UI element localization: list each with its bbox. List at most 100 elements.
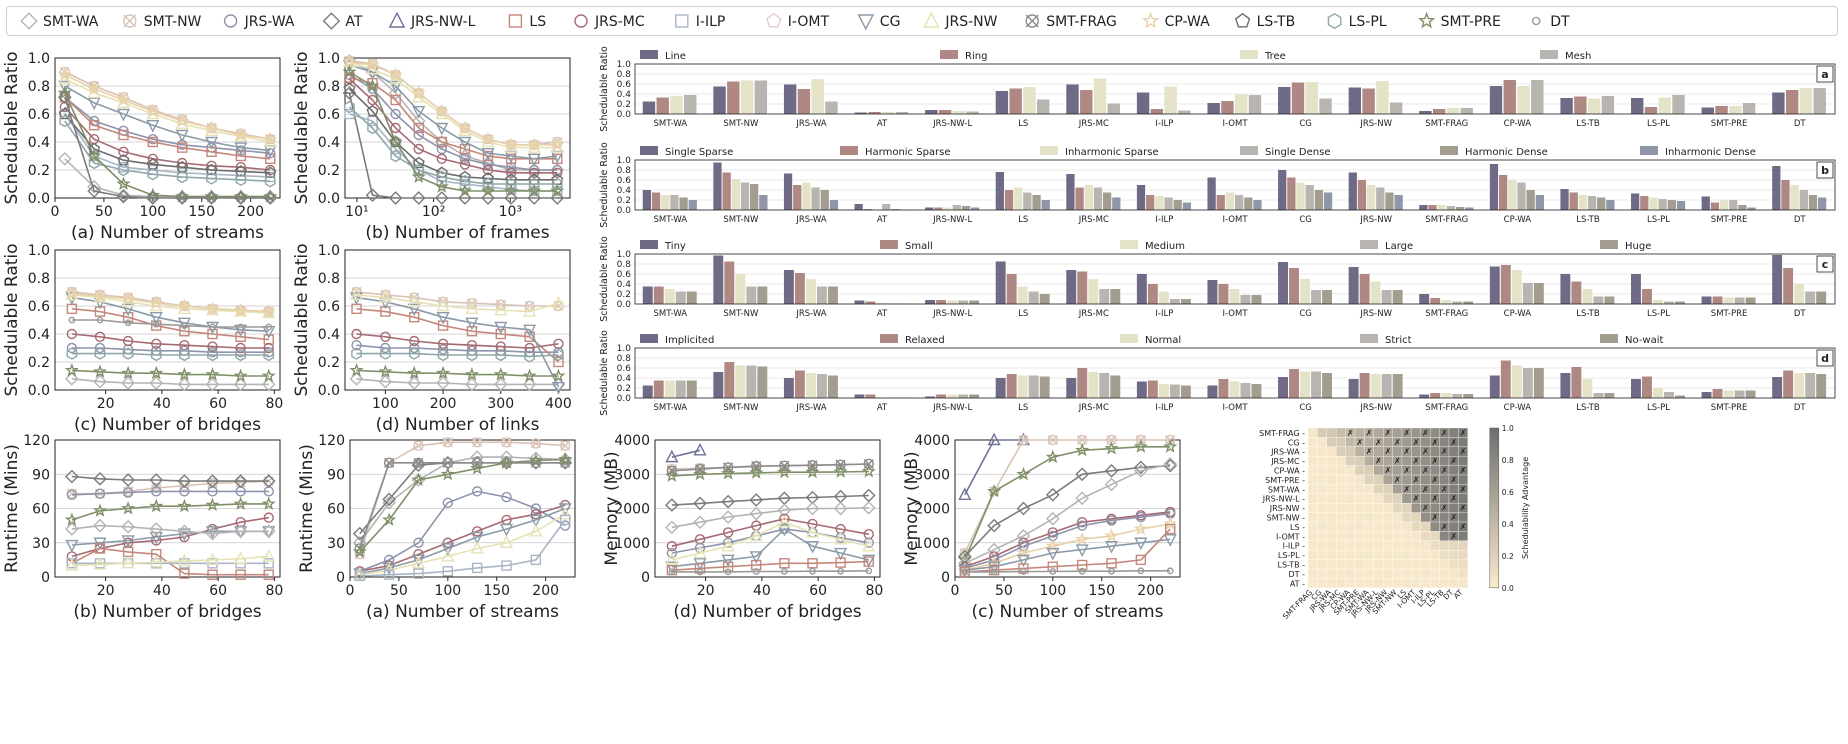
y-tick-label: 0 (41, 570, 50, 586)
data-point-smt-pre (805, 464, 820, 479)
bar-dt (1790, 185, 1799, 210)
heatmap-cell (1336, 578, 1346, 588)
bar-cp-wa (1489, 86, 1503, 114)
heatmap-cell (1307, 456, 1318, 466)
legend-label-mesh: Mesh (1565, 51, 1591, 62)
data-point-ls-pl (178, 348, 190, 362)
data-point-ls-tb (264, 166, 277, 178)
heatmap-cell (1401, 503, 1412, 513)
heatmap-cell (1354, 512, 1365, 523)
bar-ls-pl (1667, 200, 1676, 210)
bar-jrs-mc (1066, 270, 1077, 304)
data-point-i-ilp (344, 108, 355, 120)
heatmap-cell (1317, 427, 1327, 438)
y-axis-label: Schedulable Ratio (599, 142, 610, 228)
heatmap-cell (1336, 568, 1346, 579)
bar-ls (995, 91, 1009, 114)
plot-frame (344, 249, 571, 391)
data-point-smt-nw (501, 437, 512, 448)
series-line-cg (349, 64, 558, 160)
heatmap-cell (1411, 559, 1421, 570)
y-tick-label: 0.0 (318, 191, 340, 207)
data-point-jrs-wa (66, 489, 78, 501)
data-point-jrs-nw (834, 531, 848, 545)
heatmap-cell (1336, 550, 1346, 560)
bar-cg (1289, 369, 1299, 398)
legend-label-dt: DT (1550, 14, 1570, 30)
heatmap-cell (1448, 484, 1459, 494)
data-point-smt-pre (464, 367, 480, 381)
heatmap-cell (1373, 578, 1384, 588)
bar-smt-frag (1446, 108, 1460, 114)
data-point-dt (865, 567, 873, 575)
y-tick-label: 0.2 (318, 163, 340, 179)
x-axis-label: (a) Number of streams (366, 602, 559, 622)
bar-i-omt (1216, 195, 1225, 210)
y-axis-label: Schedulable Ratio (2, 51, 22, 204)
heatmap-cell (1401, 437, 1412, 447)
colorbar-tick-label: 0.0 (1502, 584, 1514, 593)
data-point-cg (523, 324, 537, 338)
y-tick-label: 0.4 (28, 327, 50, 343)
heatmap-cell (1373, 540, 1384, 551)
data-point-cg (436, 311, 450, 325)
data-point-i-ilp (530, 554, 542, 566)
x-tick-label: 40 (753, 583, 771, 599)
y-tick-label: 0.4 (318, 327, 340, 343)
heatmap-row-label: I-ILP - (1283, 542, 1305, 551)
x-tick-label: LS (1018, 119, 1028, 129)
legend-label-relaxed: Relaxed (905, 335, 945, 346)
bar-smt-frag (1463, 301, 1474, 304)
x-tick-label: SMT-PRE (1711, 119, 1748, 129)
bar-jrs-nw-l (925, 207, 934, 210)
y-tick-label: 3000 (614, 467, 650, 483)
data-point-jrs-mc (380, 331, 391, 343)
x-tick-label: CP-WA (1504, 215, 1532, 225)
bar-smt-wa (651, 192, 661, 210)
legend-label-jrs-wa: JRS-WA (244, 14, 295, 30)
heatmap-cross: ✗ (1432, 475, 1439, 484)
heatmap-cell (1326, 578, 1337, 588)
legend-swatch-mesh (1540, 50, 1558, 59)
data-point-smt-pre (116, 176, 131, 191)
bar-dt (1794, 284, 1805, 304)
data-point-i-ilp (354, 570, 365, 582)
bar-cp-wa (1499, 175, 1508, 210)
heatmap-cross: ✗ (1385, 466, 1392, 475)
data-point-ls (94, 543, 106, 554)
bar-jrs-nw-l (936, 300, 947, 304)
y-tick-label: 0.2 (318, 355, 340, 371)
y-tick-label: 2000 (614, 502, 650, 518)
data-point-cp-wa (92, 288, 108, 303)
data-point-smt-frag (442, 457, 454, 469)
heatmap-cell (1411, 521, 1421, 532)
data-point-ls (495, 328, 506, 340)
data-point-at (177, 474, 192, 488)
heatmap-cell (1364, 456, 1374, 466)
data-point-jrs-mc (94, 331, 106, 343)
bar-i-ilp (1147, 380, 1158, 398)
x-tick-label: I-OMT (1222, 309, 1248, 319)
bar-ls (995, 172, 1004, 210)
bar-smt-wa (679, 197, 688, 210)
data-point-jrs-mc (390, 122, 401, 134)
heatmap-cell (1411, 465, 1421, 476)
panel-tag-box (1816, 349, 1834, 367)
legend-label-ring: Ring (965, 51, 987, 62)
data-point-jrs-mc (147, 153, 159, 165)
legend-label-i-omt: I-OMT (788, 14, 830, 30)
bar-smt-nw (746, 286, 757, 304)
data-point-cg (349, 292, 364, 305)
data-point-at (263, 191, 278, 205)
data-point-dt (209, 323, 216, 331)
legend-swatch-normal (1120, 334, 1138, 343)
heatmap-cell (1420, 540, 1431, 551)
data-point-smt-nw (560, 440, 571, 451)
bar-i-omt (1248, 95, 1262, 114)
bar-ls-tb (1569, 192, 1578, 210)
heatmap-cell (1317, 540, 1327, 551)
data-point-smt-pre (1016, 466, 1031, 481)
bar-ls-pl (1658, 97, 1671, 114)
data-point-ls-pl (482, 177, 494, 191)
x-tick-label: LS (1018, 309, 1028, 319)
